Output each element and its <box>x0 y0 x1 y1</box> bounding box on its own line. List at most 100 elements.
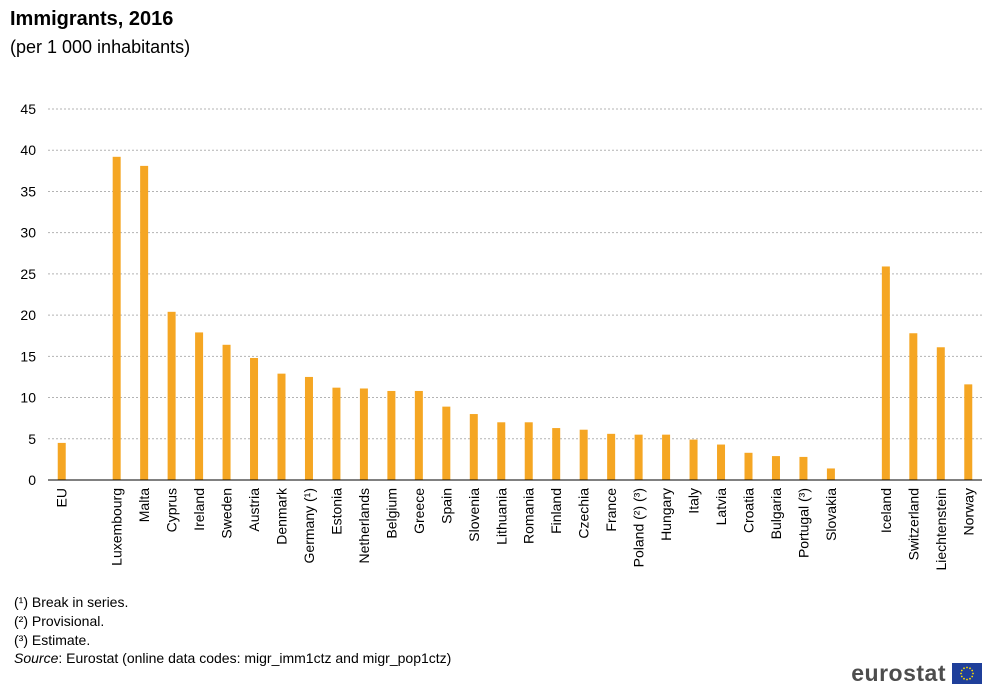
x-axis-labels: EU Luxembourg Malta Cyprus Ireland Sweden Aust… <box>54 487 977 571</box>
x-tick-label: Austria <box>246 488 262 532</box>
flag-star <box>971 669 974 672</box>
x-tick-label: Czechia <box>576 488 592 539</box>
x-tick-label: Luxembourg <box>109 488 125 566</box>
x-tick-label: Spain <box>438 488 454 524</box>
bar <box>359 388 368 480</box>
x-tick-label: Greece <box>411 488 427 534</box>
source-note: Source: Eurostat (online data codes: mig… <box>14 650 451 666</box>
bar <box>717 444 726 480</box>
bar <box>689 439 698 480</box>
x-tick-label: Sweden <box>219 488 235 539</box>
bar <box>497 422 506 480</box>
bar <box>662 434 671 480</box>
bar <box>964 384 973 480</box>
y-tick-label: 30 <box>20 225 36 241</box>
bar <box>634 434 643 480</box>
bar <box>524 422 533 480</box>
source-text: : Eurostat (online data codes: migr_imm1… <box>58 650 452 666</box>
flag-star <box>971 675 974 678</box>
x-tick-label: Netherlands <box>356 488 372 564</box>
x-tick-label: Liechtenstein <box>933 488 949 571</box>
x-tick-label: Ireland <box>191 488 207 531</box>
flag-star <box>960 669 963 672</box>
flag-star <box>969 677 971 680</box>
x-tick-label: EU <box>54 488 70 507</box>
bar <box>799 456 808 480</box>
bar <box>112 156 121 480</box>
footnotes: (¹) Break in series. (²) Provisional. (³… <box>14 593 128 650</box>
flag-star <box>963 677 965 680</box>
x-tick-label: France <box>603 488 619 532</box>
flag-star <box>969 667 971 670</box>
bar <box>414 390 423 480</box>
bar <box>936 347 945 480</box>
x-tick-label: Poland (²) (³) <box>631 488 647 567</box>
bar <box>744 452 753 480</box>
x-tick-label: Malta <box>136 488 152 522</box>
y-tick-label: 20 <box>20 307 36 323</box>
eurostat-logo: eurostat <box>851 660 982 687</box>
y-tick-label: 45 <box>20 101 36 117</box>
flag-star <box>960 675 963 678</box>
x-tick-label: Slovenia <box>466 488 482 542</box>
chart-title: Immigrants, 2016 <box>10 8 174 30</box>
bar-chart: 0 5 10 15 20 25 30 35 40 45 EU Luxembourg Malta Cypr… <box>20 101 982 571</box>
x-tick-label: Croatia <box>741 488 757 533</box>
flag-star <box>966 678 968 681</box>
y-tick-label: 40 <box>20 142 36 158</box>
bar <box>579 429 588 480</box>
y-tick-label: 25 <box>20 266 36 282</box>
y-tick-label: 0 <box>28 472 36 488</box>
x-tick-label: Portugal (³) <box>795 488 811 558</box>
gridlines <box>48 108 982 440</box>
bar <box>140 165 149 481</box>
x-tick-label: Italy <box>686 488 702 514</box>
flag-star <box>972 672 974 675</box>
bars <box>57 156 973 481</box>
x-tick-label: Hungary <box>658 488 674 541</box>
bar <box>167 311 176 480</box>
source-label: Source <box>14 650 59 666</box>
x-tick-label: Slovakia <box>823 488 839 541</box>
chart-subtitle: (per 1 000 inhabitants) <box>10 37 191 57</box>
bar <box>881 266 890 480</box>
bar <box>222 344 231 480</box>
x-tick-label: Iceland <box>878 488 894 533</box>
x-tick-label: Bulgaria <box>768 488 784 540</box>
x-tick-label: Norway <box>960 488 976 535</box>
flag-star <box>966 666 968 669</box>
x-tick-label: Latvia <box>713 488 729 526</box>
x-tick-label: Romania <box>521 488 537 544</box>
x-tick-label: Finland <box>548 488 564 534</box>
x-tick-label: Denmark <box>274 487 290 545</box>
bar <box>607 433 616 480</box>
y-tick-label: 35 <box>20 183 36 199</box>
eu-flag-icon <box>952 663 982 684</box>
x-tick-label: Germany (¹) <box>301 488 317 563</box>
x-tick-label: Estonia <box>328 488 344 535</box>
flag-star <box>960 672 962 675</box>
bar <box>277 373 286 480</box>
logo-text: eurostat <box>851 660 946 686</box>
y-tick-label: 10 <box>20 390 36 406</box>
bar <box>250 357 259 480</box>
bar <box>442 406 451 480</box>
bar <box>387 390 396 480</box>
x-tick-label: Lithuania <box>493 488 509 545</box>
bar <box>826 468 835 480</box>
y-axis-ticks: 0 5 10 15 20 25 30 35 40 45 <box>20 101 36 488</box>
bar <box>195 332 204 480</box>
x-tick-label: Switzerland <box>905 488 921 560</box>
flag-star <box>963 667 965 670</box>
bar <box>304 376 313 480</box>
bar <box>332 387 341 480</box>
bar <box>57 442 66 480</box>
footnote: (¹) Break in series. <box>14 594 129 610</box>
bar <box>909 333 918 480</box>
x-tick-label: Cyprus <box>164 488 180 532</box>
x-tick-label: Belgium <box>383 488 399 539</box>
bar <box>771 456 780 480</box>
bar <box>552 428 561 480</box>
y-tick-label: 15 <box>20 348 36 364</box>
y-tick-label: 5 <box>28 431 36 447</box>
